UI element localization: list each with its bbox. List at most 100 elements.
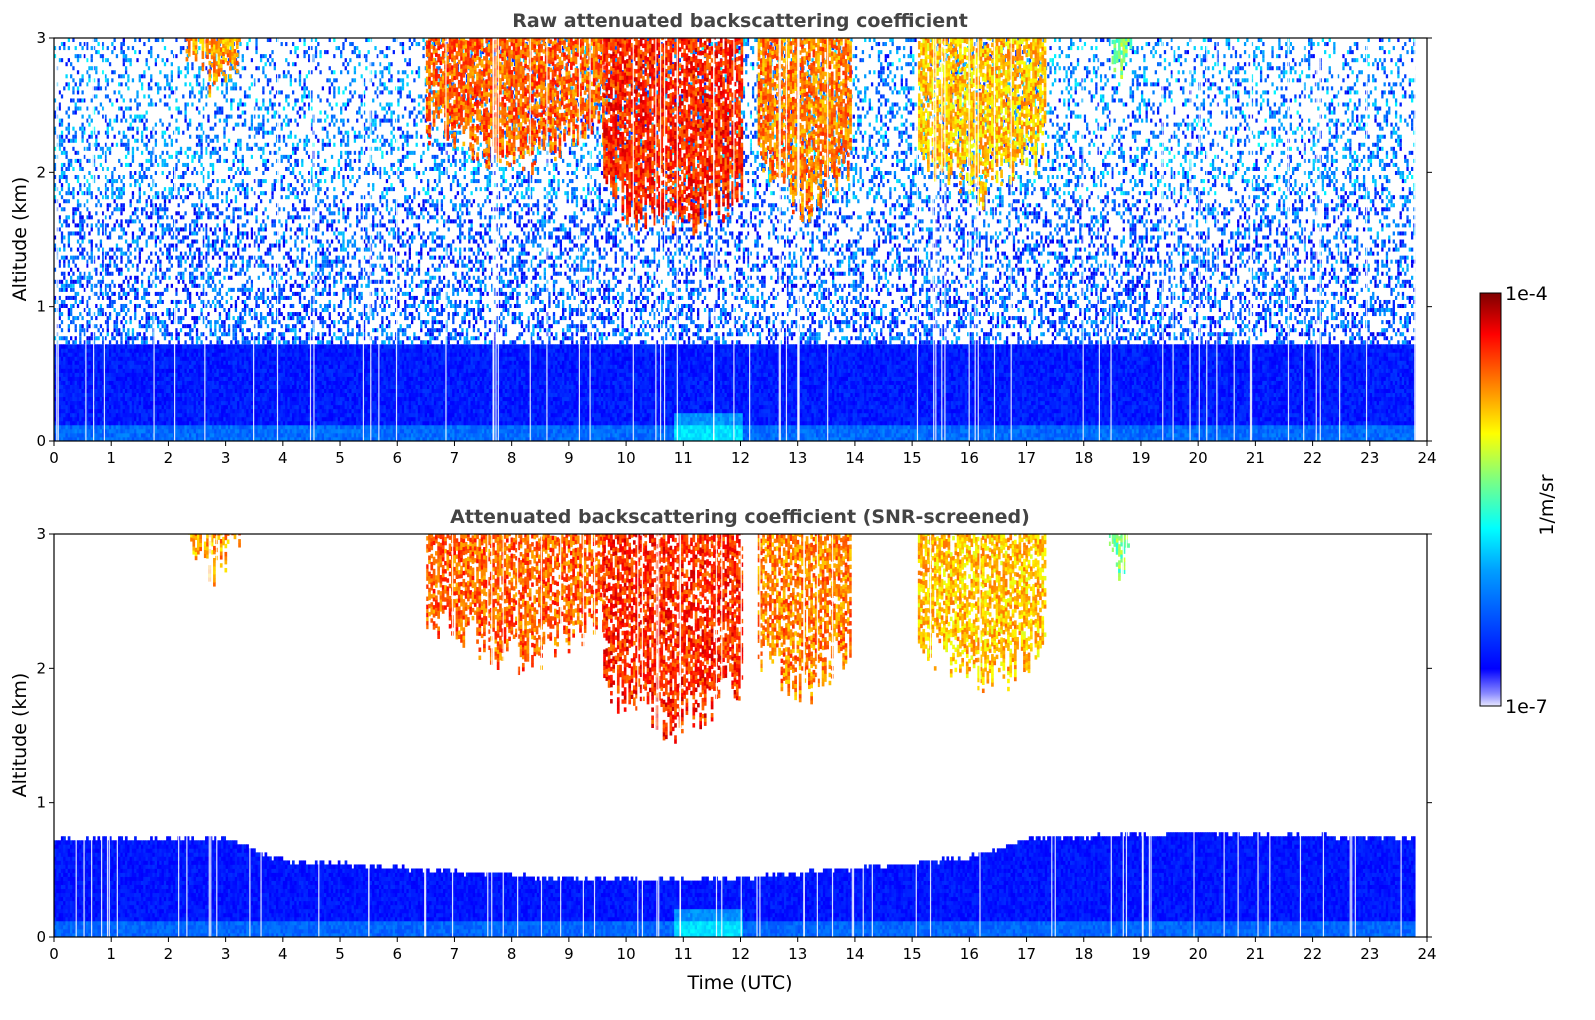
heat-cell (180, 352, 183, 356)
heat-cell (345, 368, 348, 372)
heat-cell (315, 397, 318, 401)
heat-cell (342, 372, 345, 376)
heat-cell (118, 421, 121, 425)
heat-cell (132, 352, 135, 356)
heat-cell (505, 413, 508, 417)
heat-cell (409, 348, 412, 352)
heat-cell (326, 421, 329, 425)
heat-cell (132, 360, 135, 364)
heat-cell (306, 405, 309, 409)
heat-cell (420, 352, 423, 356)
heat-cell (196, 356, 199, 360)
heat-cell (139, 377, 142, 381)
heat-cell (436, 417, 439, 421)
heat-cell (191, 421, 194, 425)
heat-cell (384, 364, 387, 368)
heat-cell (88, 348, 91, 352)
heat-cell (214, 421, 217, 425)
heat-cell (271, 421, 274, 425)
heat-cell (265, 393, 268, 397)
heat-cell (258, 381, 261, 385)
heat-cell (235, 344, 238, 348)
heat-cell (150, 389, 153, 393)
heat-cell (384, 417, 387, 421)
heat-cell (100, 348, 103, 352)
heat-cell (95, 364, 98, 368)
heat-cell (91, 393, 94, 397)
heat-cell (324, 360, 327, 364)
heat-cell (77, 421, 80, 425)
heat-cell (194, 397, 197, 401)
heat-cell (429, 377, 432, 381)
heat-cell (65, 417, 68, 421)
heat-cell (178, 348, 181, 352)
heat-cell (374, 417, 377, 421)
heat-cell (480, 421, 483, 425)
heat-cell (333, 421, 336, 425)
heat-cell (235, 389, 238, 393)
heat-cell (475, 381, 478, 385)
heat-cell (109, 405, 112, 409)
heat-cell (258, 397, 261, 401)
heat-cell (221, 385, 224, 389)
heat-cell (189, 372, 192, 376)
heat-cell (210, 364, 213, 368)
heat-cell (372, 348, 375, 352)
heat-cell (95, 393, 98, 397)
heat-cell (134, 344, 137, 348)
heat-cell (79, 389, 82, 393)
heat-cell (75, 368, 78, 372)
heat-cell (457, 397, 460, 401)
heat-cell (427, 385, 430, 389)
heat-cell (134, 348, 137, 352)
heat-cell (386, 409, 389, 413)
heat-cell (125, 377, 128, 381)
heat-cell (79, 393, 82, 397)
heat-cell (260, 421, 263, 425)
heat-cell (114, 381, 117, 385)
heat-cell (237, 381, 240, 385)
heat-cell (420, 348, 423, 352)
heat-cell (333, 381, 336, 385)
heat-cell (509, 409, 512, 413)
heat-cell (68, 381, 71, 385)
heat-cell (326, 344, 329, 348)
heat-cell (303, 429, 306, 433)
heat-cell (150, 433, 153, 437)
heat-cell (290, 372, 293, 376)
heat-cell (507, 372, 510, 376)
heat-cell (141, 433, 144, 437)
heat-cell (326, 368, 329, 372)
heat-cell (100, 356, 103, 360)
heat-cell (400, 372, 403, 376)
heat-cell (91, 348, 94, 352)
heat-cell (196, 405, 199, 409)
heat-cell (338, 360, 341, 364)
heat-cell (223, 425, 226, 429)
heat-cell (422, 352, 425, 356)
heat-cell (278, 393, 281, 397)
heat-cell (409, 429, 412, 433)
heat-cell (111, 352, 114, 356)
heat-cell (306, 352, 309, 356)
heat-cell (175, 417, 178, 421)
heat-cell (326, 381, 329, 385)
heat-cell (95, 417, 98, 421)
heat-cell (123, 417, 126, 421)
heat-cell (148, 368, 151, 372)
heat-cell (164, 368, 167, 372)
heat-cell (340, 348, 343, 352)
heat-cell (139, 364, 142, 368)
heat-cell (290, 352, 293, 356)
heat-cell (191, 417, 194, 421)
heat-cell (368, 389, 371, 393)
heat-cell (107, 360, 110, 364)
heat-cell (457, 364, 460, 368)
heat-cell (194, 381, 197, 385)
heat-cell (88, 405, 91, 409)
heat-cell (155, 413, 158, 417)
heat-cell (329, 377, 332, 381)
heat-cell (141, 393, 144, 397)
heat-cell (187, 401, 190, 405)
heat-cell (162, 372, 165, 376)
